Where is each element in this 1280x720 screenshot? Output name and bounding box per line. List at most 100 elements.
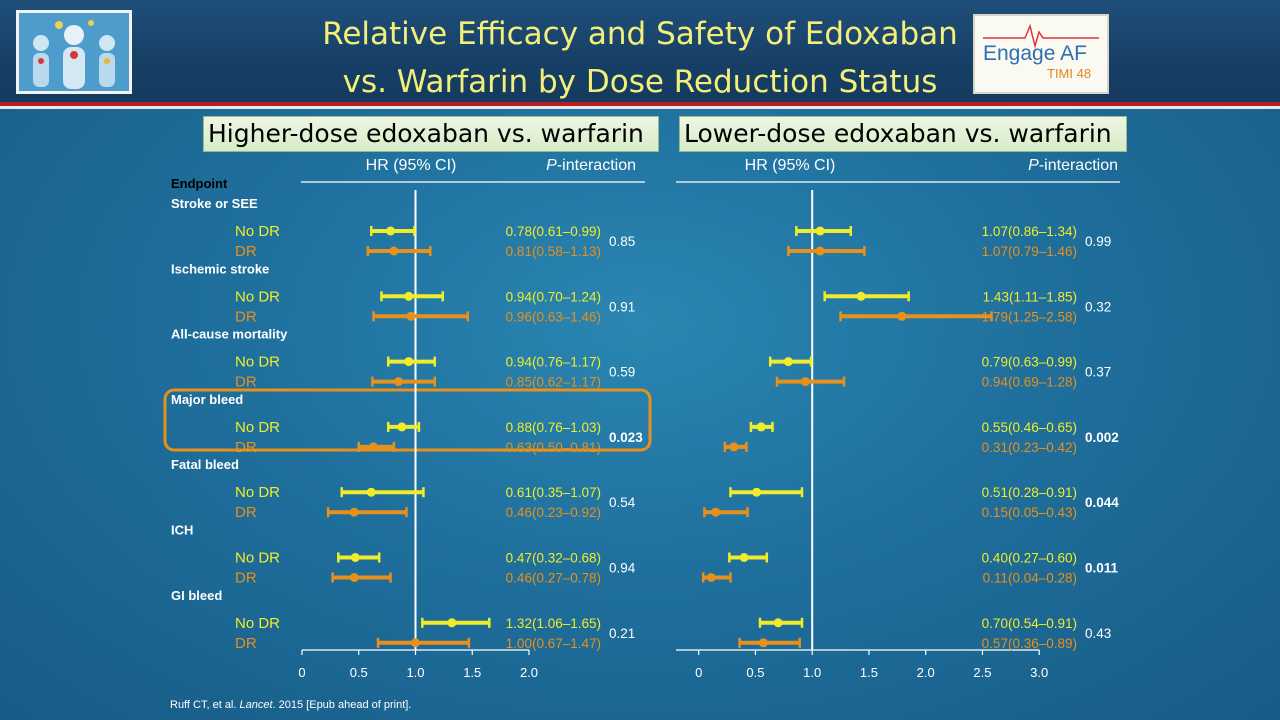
title-line-1: Relative Efficacy and Safety of Edoxaban bbox=[322, 16, 958, 52]
logo-sub-text: TIMI 48 bbox=[1047, 66, 1091, 81]
hr-point bbox=[756, 422, 766, 432]
x-tick-label: 1.5 bbox=[463, 665, 481, 680]
major-bleed-highlight-box bbox=[163, 388, 652, 452]
hr-ci-value: 0.63(0.50–0.81) bbox=[506, 440, 601, 455]
hr-point bbox=[752, 487, 762, 497]
x-tick-label: 1.0 bbox=[406, 665, 424, 680]
slide-title: Relative Efficacy and Safety of Edoxaban… bbox=[250, 10, 1030, 106]
subgroup-label: No DR bbox=[235, 615, 280, 632]
hr-ci-value: 0.85(0.62–1.17) bbox=[506, 375, 601, 390]
endpoint-label: Ischemic stroke bbox=[171, 261, 269, 276]
hr-ci-value: 0.79(0.63–0.99) bbox=[982, 355, 1077, 370]
hr-ci-value: 0.15(0.05–0.43) bbox=[982, 505, 1077, 520]
subgroup-label: No DR bbox=[235, 354, 280, 371]
hr-ci-value: 0.81(0.58–1.13) bbox=[506, 244, 601, 259]
hr-ci-value: 0.31(0.23–0.42) bbox=[982, 440, 1077, 455]
ecg-line-icon bbox=[983, 23, 1099, 49]
hr-ci-value: 0.88(0.76–1.03) bbox=[506, 420, 601, 435]
hr-ci-value: 0.47(0.32–0.68) bbox=[506, 551, 601, 566]
x-tick-label: 2.0 bbox=[917, 665, 935, 680]
hr-ci-value: 0.61(0.35–1.07) bbox=[506, 485, 601, 500]
endpoint-label: All-cause mortality bbox=[171, 327, 288, 342]
logo-main-text: Engage AF bbox=[983, 42, 1087, 65]
subgroup-label: DR bbox=[235, 374, 257, 391]
x-tick-label: 0.5 bbox=[350, 665, 368, 680]
hr-point bbox=[393, 377, 403, 387]
hr-ci-value: 0.51(0.28–0.91) bbox=[982, 485, 1077, 500]
p-interaction-value: 0.94 bbox=[609, 561, 636, 576]
subgroup-label: No DR bbox=[235, 223, 280, 240]
p-interaction-value: 0.023 bbox=[609, 430, 643, 445]
engage-af-logo: Engage AF TIMI 48 bbox=[973, 14, 1109, 94]
hr-ci-value: 0.94(0.69–1.28) bbox=[982, 375, 1077, 390]
p-interaction-value: 0.044 bbox=[1085, 495, 1119, 510]
p-italic-letter: P bbox=[546, 157, 557, 174]
hr-ci-value: 0.11(0.04–0.28) bbox=[983, 571, 1077, 586]
x-tick-label: 1.0 bbox=[803, 665, 821, 680]
hr-point bbox=[815, 226, 825, 236]
hr-ci-value: 0.57(0.36–0.89) bbox=[982, 636, 1077, 651]
slide-header: Relative Efficacy and Safety of Edoxaban… bbox=[0, 0, 1280, 104]
hr-point bbox=[729, 442, 739, 452]
x-tick-label: 0.5 bbox=[746, 665, 764, 680]
hr-ci-value: 1.43(1.11–1.85) bbox=[983, 289, 1077, 304]
p-interaction-value: 0.21 bbox=[609, 626, 635, 641]
p-interaction-value: 0.59 bbox=[609, 365, 635, 380]
x-tick-label: 2.0 bbox=[520, 665, 538, 680]
subgroup-label: DR bbox=[235, 570, 257, 587]
p-interaction-value: 0.85 bbox=[609, 234, 635, 249]
hr-ci-value: 0.46(0.27–0.78) bbox=[506, 571, 601, 586]
subgroup-label: DR bbox=[235, 243, 257, 260]
p-italic-letter: P bbox=[1028, 157, 1039, 174]
hr-point bbox=[397, 422, 407, 432]
endpoint-label: GI bleed bbox=[171, 588, 222, 603]
subgroup-label: No DR bbox=[235, 484, 280, 501]
hr-point bbox=[386, 226, 396, 236]
hr-ci-value: 0.94(0.76–1.17) bbox=[506, 355, 601, 370]
p-interaction-header-left: P-interaction bbox=[546, 157, 636, 174]
hr-ci-value: 1.07(0.79–1.46) bbox=[982, 244, 1077, 259]
endpoint-label: Fatal bleed bbox=[171, 457, 239, 472]
p-interaction-value: 0.32 bbox=[1085, 299, 1111, 314]
hr-header-right: HR (95% CI) bbox=[745, 157, 836, 174]
hr-point bbox=[411, 638, 420, 648]
hr-ci-value: 1.00(0.67–1.47) bbox=[506, 636, 601, 651]
header-white-rule bbox=[0, 106, 1280, 109]
header-red-rule bbox=[0, 102, 1280, 106]
p-interaction-value: 0.99 bbox=[1085, 234, 1111, 249]
hr-ci-value: 0.70(0.54–0.91) bbox=[982, 616, 1077, 631]
hr-ci-value: 1.79(1.25–2.58) bbox=[982, 309, 1077, 324]
hr-ci-value: 1.32(1.06–1.65) bbox=[506, 616, 601, 631]
figures-illustration-icon bbox=[19, 13, 129, 91]
hr-point bbox=[783, 357, 793, 367]
p-interaction-value: 0.43 bbox=[1085, 626, 1111, 641]
subgroup-label: DR bbox=[235, 504, 257, 521]
subgroup-label: No DR bbox=[235, 550, 280, 567]
citation-authors: Ruff CT, et al. bbox=[170, 699, 240, 711]
endpoint-label: Major bleed bbox=[171, 392, 243, 407]
hr-point bbox=[706, 573, 716, 582]
title-line-2: vs. Warfarin by Dose Reduction Status bbox=[342, 64, 938, 100]
x-tick-label: 3.0 bbox=[1030, 665, 1048, 680]
conference-logo-image bbox=[16, 10, 132, 94]
forest-plot-lower-dose: 0 0.5 1.0 1.5 2.0 2.5 3.0 1.07(0.86–1.34) 1.07(0… bbox=[676, 190, 1119, 680]
hr-point bbox=[349, 573, 359, 582]
engage-af-logo-graphic: Engage AF TIMI 48 bbox=[983, 23, 1099, 81]
endpoint-header: Endpoint bbox=[171, 176, 228, 191]
p-interaction-header-right: P-interaction bbox=[1028, 157, 1118, 174]
hr-ci-value: 1.07(0.86–1.34) bbox=[982, 224, 1077, 239]
hr-ci-value: 0.94(0.70–1.24) bbox=[506, 289, 601, 304]
p-interaction-value: 0.54 bbox=[609, 495, 636, 510]
x-tick-label: 0 bbox=[695, 665, 702, 680]
hr-ci-value: 0.96(0.63–1.46) bbox=[506, 309, 601, 324]
p-interaction-value: 0.011 bbox=[1085, 561, 1119, 576]
hr-point bbox=[406, 311, 416, 321]
forest-plot-higher-dose: 0 0.5 1.0 1.5 2.0 Stroke or SEE No DR 0.78(0.61… bbox=[171, 190, 643, 680]
p-interaction-suffix: -interaction bbox=[557, 157, 636, 174]
x-tick-label: 1.5 bbox=[860, 665, 878, 680]
hr-ci-value: 0.78(0.61–0.99) bbox=[506, 224, 601, 239]
x-tick-label: 2.5 bbox=[973, 665, 991, 680]
hr-point bbox=[800, 377, 810, 387]
panel-title-lower-dose: Lower-dose edoxaban vs. warfarin bbox=[679, 116, 1127, 152]
x-tick-label: 0 bbox=[298, 665, 305, 680]
